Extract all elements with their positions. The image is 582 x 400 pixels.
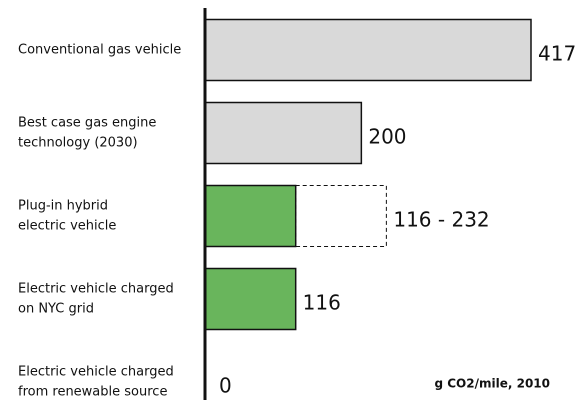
value-label: 200 <box>368 125 406 149</box>
category-label: Electric vehicle charged <box>18 282 174 297</box>
category-label: from renewable source <box>18 385 167 400</box>
range-extension <box>295 185 387 247</box>
bar <box>204 184 297 248</box>
unit-note: g CO2/mile, 2010 <box>434 377 550 391</box>
category-label: on NYC grid <box>18 302 94 317</box>
value-label: 116 <box>303 291 341 315</box>
bar <box>204 18 532 82</box>
value-label: 0 <box>219 374 232 398</box>
value-label: 417 <box>538 42 576 66</box>
category-label: Best case gas engine <box>18 116 156 131</box>
category-label: technology (2030) <box>18 136 138 151</box>
bar <box>204 267 297 331</box>
value-label: 116 - 232 <box>393 208 489 232</box>
category-label: Plug-in hybrid <box>18 199 108 214</box>
bar <box>204 101 363 165</box>
category-label: Conventional gas vehicle <box>18 43 181 58</box>
category-label: Electric vehicle charged <box>18 365 174 380</box>
category-label: electric vehicle <box>18 219 116 234</box>
